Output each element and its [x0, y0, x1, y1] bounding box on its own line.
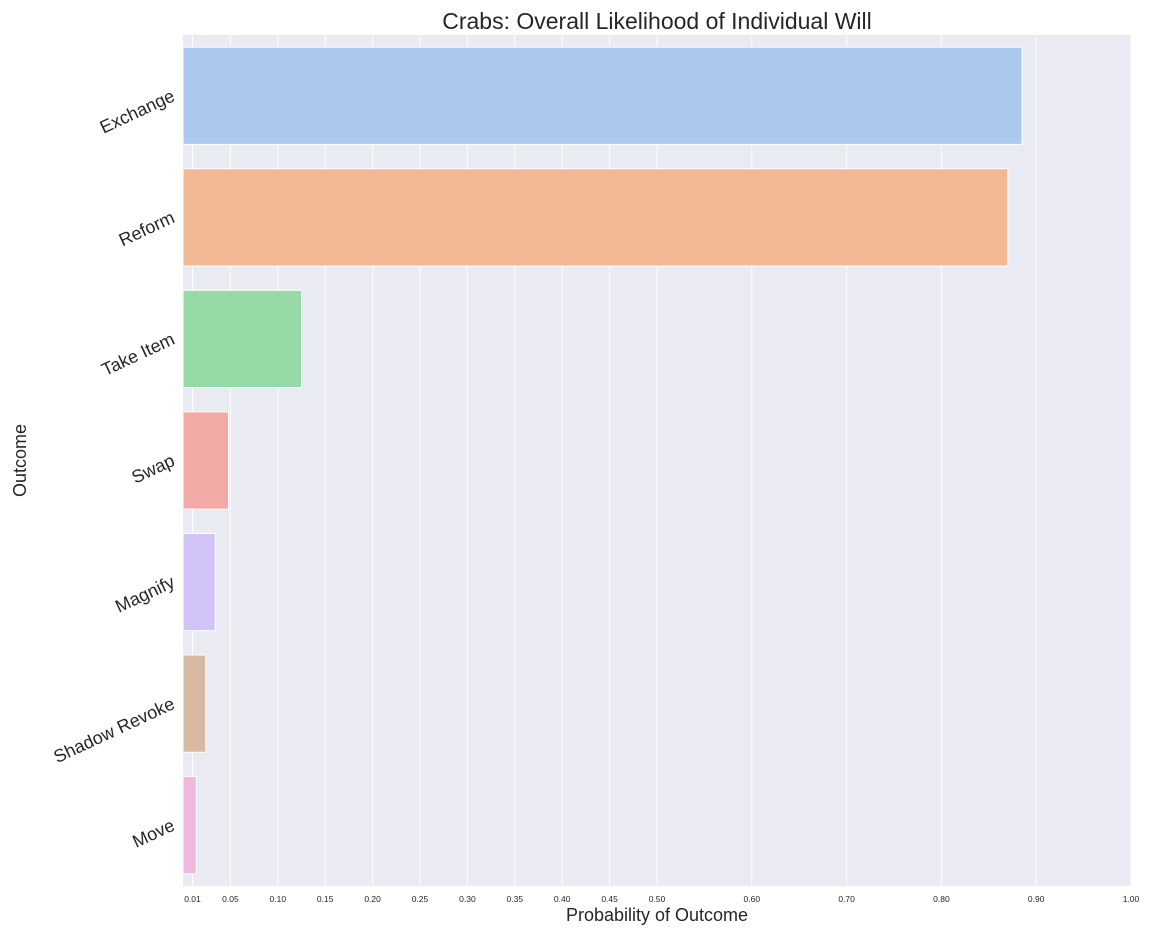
bar-swap — [182, 411, 230, 510]
x-tick-label-6: 0.30 — [459, 894, 476, 904]
category-label-reform: Reform — [116, 207, 178, 250]
x-tick-label-7: 0.35 — [507, 894, 524, 904]
x-tick-label-11: 0.60 — [744, 894, 761, 904]
x-tick-label-2: 0.10 — [270, 894, 287, 904]
y-axis-label: Outcome — [10, 424, 30, 497]
bar-magnify — [182, 532, 216, 632]
x-tick-label-14: 0.90 — [1028, 894, 1045, 904]
x-tick-label-1: 0.05 — [222, 894, 239, 904]
x-tick-label-10: 0.50 — [649, 894, 666, 904]
x-tick-label-12: 0.70 — [838, 894, 855, 904]
x-tick-label-13: 0.80 — [933, 894, 950, 904]
bar-move — [182, 776, 197, 875]
x-tick-label-9: 0.45 — [601, 894, 618, 904]
category-label-take-item: Take Item — [99, 329, 178, 380]
category-label-magnify: Magnify — [112, 572, 178, 617]
x-tick-label-15: 1.00 — [1123, 894, 1140, 904]
bar-reform — [182, 168, 1009, 267]
x-tick-label-5: 0.25 — [412, 894, 429, 904]
x-tick-label-0: 0.01 — [184, 894, 201, 904]
x-tick-labels: 0.01 0.05 0.10 0.15 0.20 0.25 0.30 0.35 0.40 0.45… — [184, 894, 1139, 904]
category-label-exchange: Exchange — [97, 86, 178, 138]
x-axis-label: Probability of Outcome — [566, 905, 748, 925]
category-labels: Exchange Reform Take Item Swap Magnify Shadow… — [50, 86, 177, 852]
x-tick-label-3: 0.15 — [317, 894, 334, 904]
category-label-shadow-revoke: Shadow Revoke — [50, 693, 177, 767]
chart-title: Crabs: Overall Likelihood of Individual … — [442, 8, 872, 34]
bar-shadow-revoke — [182, 654, 207, 753]
bar-exchange — [182, 46, 1023, 145]
x-tick-label-8: 0.40 — [554, 894, 571, 904]
bars — [182, 46, 1023, 875]
bar-take-item — [182, 289, 302, 389]
x-tick-label-4: 0.20 — [364, 894, 381, 904]
category-label-move: Move — [129, 815, 177, 852]
category-label-swap: Swap — [128, 450, 177, 487]
